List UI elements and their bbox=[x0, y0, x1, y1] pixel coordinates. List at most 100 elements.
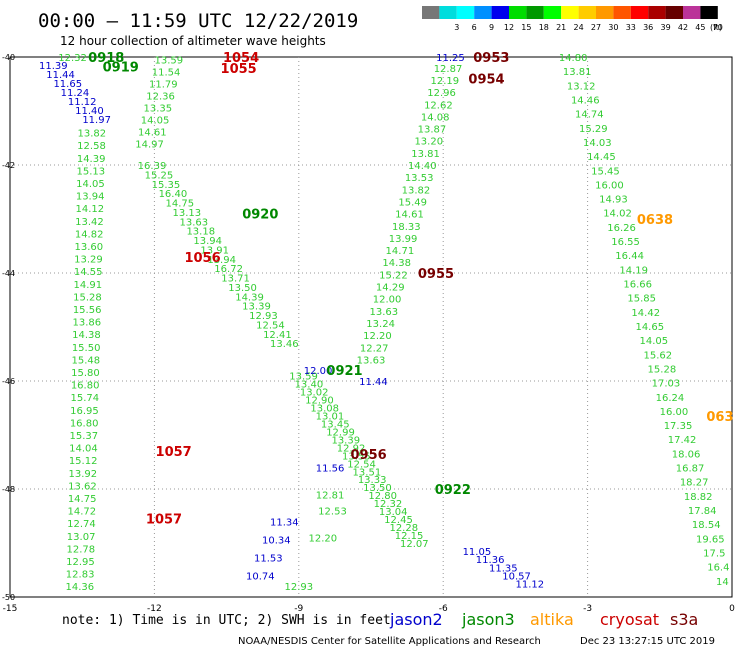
swh-value: 12.19 bbox=[430, 76, 459, 87]
swh-value: 13.94 bbox=[193, 236, 222, 247]
swh-value: 10.34 bbox=[262, 535, 291, 546]
swh-value: 13.71 bbox=[221, 274, 250, 285]
swh-value: 16.39 bbox=[138, 161, 167, 172]
swh-value: 16.40 bbox=[159, 189, 188, 200]
swh-value: 13.39 bbox=[242, 302, 271, 313]
swh-value: 12.20 bbox=[363, 331, 392, 342]
swh-value: 15.37 bbox=[69, 431, 98, 442]
swh-value: 14.93 bbox=[599, 195, 628, 206]
swh-value: 14.75 bbox=[68, 494, 97, 505]
legend-swatch bbox=[543, 6, 562, 19]
swh-value: 12.95 bbox=[66, 557, 95, 568]
swh-value: 14.45 bbox=[587, 152, 616, 163]
swh-value: 13.59 bbox=[155, 56, 184, 67]
swh-value: 12.78 bbox=[66, 544, 95, 555]
legend-bin-label: 39 bbox=[661, 23, 671, 32]
legend-swatch bbox=[613, 6, 631, 19]
swh-value: 12.07 bbox=[400, 539, 429, 550]
swh-value: 16.26 bbox=[607, 223, 636, 234]
swh-value: 14.05 bbox=[141, 115, 170, 126]
swh-value: 12.28 bbox=[389, 523, 418, 534]
swh-value: 15.35 bbox=[152, 180, 181, 191]
legend-swatch bbox=[526, 6, 544, 19]
swh-value: 14.55 bbox=[74, 267, 103, 278]
swh-value: 11.97 bbox=[82, 115, 111, 126]
legend-swatch bbox=[578, 6, 596, 19]
swh-value: 13.13 bbox=[173, 208, 202, 219]
swh-value: 16.55 bbox=[611, 237, 640, 248]
swh-value: 15.62 bbox=[644, 350, 673, 361]
swh-value: 14.08 bbox=[421, 112, 450, 123]
swh-value: 15.85 bbox=[627, 294, 656, 305]
pass-time-label: 0955 bbox=[418, 267, 454, 282]
swh-value: 11.35 bbox=[489, 563, 518, 574]
swh-value: 13.04 bbox=[379, 507, 408, 518]
pass-time-label: 063 bbox=[706, 410, 733, 425]
swh-value: 12.90 bbox=[305, 396, 334, 407]
swh-value: 15.49 bbox=[398, 197, 427, 208]
pass-time-label: 1055 bbox=[221, 62, 257, 77]
legend-swatch bbox=[700, 6, 718, 19]
swh-value: 14.80 bbox=[559, 53, 588, 64]
swh-value: 17.5 bbox=[703, 548, 725, 559]
plot-frame bbox=[9, 56, 733, 598]
swh-value: 12.15 bbox=[395, 531, 424, 542]
swh-value: 13.82 bbox=[78, 129, 107, 140]
legend-bin-label: 21 bbox=[556, 23, 566, 32]
legend-bin-label: 6 bbox=[472, 23, 477, 32]
swh-value: 14.04 bbox=[69, 444, 98, 455]
swh-value: 14.19 bbox=[619, 265, 648, 276]
swh-value: 14.02 bbox=[603, 209, 632, 220]
pass-time-label: 0918 bbox=[88, 51, 124, 66]
swh-value: 15.48 bbox=[71, 355, 100, 366]
swh-value: 13.55 bbox=[342, 451, 371, 462]
swh-value: 14.65 bbox=[635, 322, 664, 333]
swh-value: 11.39 bbox=[39, 61, 68, 72]
latitude-tick: -46 bbox=[2, 377, 15, 386]
swh-value: 13.82 bbox=[402, 185, 431, 196]
wave-height-color-scale: 3 6 9 12 15 18 21 24 27 30 33 36 39 42 45 70 bbox=[422, 6, 723, 32]
legend-bin-label: 33 bbox=[626, 23, 636, 32]
swh-value: 12.54 bbox=[347, 459, 376, 470]
legend-swatch bbox=[456, 6, 475, 19]
longitude-tick: -3 bbox=[583, 604, 592, 614]
swh-value: 14.05 bbox=[76, 179, 105, 190]
swh-value: 11.79 bbox=[149, 80, 178, 91]
swh-value: 13.01 bbox=[316, 411, 345, 422]
swh-value: 17.03 bbox=[652, 379, 681, 390]
legend-bin-label: 30 bbox=[608, 23, 618, 32]
swh-value: 15.50 bbox=[72, 343, 101, 354]
satellite-legend: jason2 jason3 altika cryosat s3a bbox=[389, 610, 698, 629]
map-title: 00:00 – 11:59 UTC 12/22/2019 bbox=[38, 10, 358, 32]
swh-value: 13.50 bbox=[363, 483, 392, 494]
swh-value: 15.28 bbox=[648, 364, 677, 375]
swh-value: 14 bbox=[716, 577, 729, 588]
swh-value: 13.94 bbox=[207, 255, 236, 266]
latitude-tick-labels: -40 -42 -44 -46 -48 -50 bbox=[2, 53, 15, 602]
swh-value: 18.82 bbox=[684, 492, 713, 503]
longitude-tick: -9 bbox=[294, 604, 303, 614]
swh-value: 14.29 bbox=[376, 283, 405, 294]
swh-value: 13.63 bbox=[370, 307, 399, 318]
pass-time-label: 0953 bbox=[473, 51, 509, 66]
legend-swatch bbox=[474, 6, 492, 19]
swh-value: 13.07 bbox=[67, 532, 96, 543]
swh-value: 13.99 bbox=[389, 234, 418, 245]
pass-time-label: 0922 bbox=[435, 483, 471, 498]
footer-timestamp: Dec 23 13:27:15 UTC 2019 bbox=[580, 636, 715, 647]
legend-unit: (ft) bbox=[710, 23, 722, 32]
swh-value: 12.32 bbox=[58, 53, 87, 64]
swh-value: 19.65 bbox=[696, 534, 725, 545]
swh-value: 12.32 bbox=[374, 499, 403, 510]
pass-time-label: 0920 bbox=[242, 208, 278, 223]
swh-value: 12.87 bbox=[434, 64, 463, 75]
swh-value: 14.75 bbox=[166, 199, 195, 210]
swh-value: 13.39 bbox=[331, 435, 360, 446]
swh-value: 14.91 bbox=[73, 280, 102, 291]
swh-value: 13.94 bbox=[76, 192, 105, 203]
swh-value: 11.12 bbox=[516, 580, 545, 591]
swh-value: 13.92 bbox=[68, 469, 97, 480]
pass-time-label: 1056 bbox=[184, 251, 220, 266]
legend-swatch bbox=[596, 6, 614, 19]
swh-value: 17.84 bbox=[688, 506, 717, 517]
